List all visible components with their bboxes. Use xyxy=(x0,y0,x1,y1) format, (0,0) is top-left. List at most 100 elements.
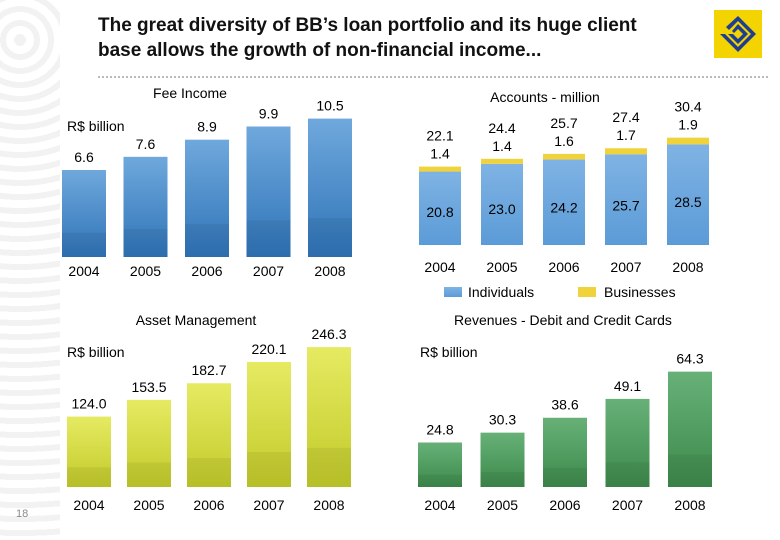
cards-title: Revenues - Debit and Credit Cards xyxy=(454,312,672,328)
fee-bars-bar-shade-2006 xyxy=(185,224,229,257)
cards-bars-value-label-2004: 24.8 xyxy=(426,422,453,438)
fee-bars-bar-2008 xyxy=(308,118,352,257)
fee-bars-year-2005: 2005 xyxy=(130,263,161,279)
accounts-year-2006: 2006 xyxy=(548,259,579,275)
asset-bars-bar-shade-2005 xyxy=(127,462,171,487)
accounts-individuals-bar-2005 xyxy=(481,163,523,245)
asset-bars-year-2005: 2005 xyxy=(133,497,164,513)
fee-title: Fee Income xyxy=(153,85,227,101)
accounts-total-label-2005: 24.4 xyxy=(488,120,515,136)
accounts-individuals-bar-2007 xyxy=(605,154,647,245)
accounts-individuals-bar-2004 xyxy=(419,171,461,245)
fee-bars-bar-shade-2004 xyxy=(62,232,106,257)
accounts-businesses-label-2005: 1.4 xyxy=(492,138,512,154)
fee-bars-value-label-2007: 9.9 xyxy=(259,106,279,122)
fee-bars-year-2006: 2006 xyxy=(191,263,222,279)
fee-bars-bar-2005 xyxy=(123,156,168,257)
accounts-individuals-bar-2006 xyxy=(543,159,585,245)
page-number: 18 xyxy=(16,508,29,520)
accounts-year-2004: 2004 xyxy=(424,259,455,275)
cards-bars-year-2007: 2007 xyxy=(612,497,643,513)
asset-bars-year-2006: 2006 xyxy=(193,497,224,513)
cards-unit-label: R$ billion xyxy=(420,344,478,360)
accounts-total-label-2006: 25.7 xyxy=(550,115,577,131)
accounts-individuals-label-2004: 20.8 xyxy=(426,204,453,220)
cards-bars-year-2006: 2006 xyxy=(549,497,580,513)
asset-bars-value-label-2005: 153.5 xyxy=(131,379,166,395)
accounts-individuals-label-2006: 24.2 xyxy=(550,200,577,216)
accounts-total-label-2008: 30.4 xyxy=(674,99,701,115)
accounts-individuals-label-2005: 23.0 xyxy=(488,201,515,217)
accounts-businesses-label-2004: 1.4 xyxy=(430,146,450,162)
accounts-businesses-bar-2005 xyxy=(481,158,523,164)
cards-bars-bar-shade-2008 xyxy=(668,454,712,487)
asset-bars-bar-2004 xyxy=(67,416,111,487)
asset-bars-bar-shade-2008 xyxy=(307,447,351,487)
accounts-year-2008: 2008 xyxy=(672,259,703,275)
title-line-1: The great diversity of BB’s loan portfol… xyxy=(98,15,637,36)
asset-bars-bar-2008 xyxy=(307,347,351,487)
accounts-year-2005: 2005 xyxy=(486,259,517,275)
accounts-businesses-bar-2004 xyxy=(419,166,461,172)
cards-bars-year-2005: 2005 xyxy=(487,497,518,513)
cards-bars-value-label-2008: 64.3 xyxy=(676,351,703,367)
accounts-individuals-label-2008: 28.5 xyxy=(674,194,701,210)
asset-unit-label: R$ billion xyxy=(67,344,125,360)
bank-logo-icon xyxy=(720,16,756,52)
cards-bars-value-label-2007: 49.1 xyxy=(614,378,641,394)
accounts-year-2007: 2007 xyxy=(610,259,641,275)
accounts-title: Accounts - million xyxy=(490,89,600,105)
accounts-individuals-bar-2008 xyxy=(667,144,709,245)
fee-bars-year-2004: 2004 xyxy=(68,263,99,279)
cards-bars: 24.8 2004 30.3 2005 38.6 2006 49.1 2007 64.3 2008 xyxy=(418,351,712,513)
title-divider xyxy=(98,76,768,78)
accounts-businesses-bar-2006 xyxy=(543,153,585,160)
fee-bars-value-label-2006: 8.9 xyxy=(197,119,217,135)
cards-bars-year-2008: 2008 xyxy=(674,497,705,513)
page-title: The great diversity of BB’s loan portfol… xyxy=(98,13,698,63)
cards-bars-value-label-2006: 38.6 xyxy=(551,397,578,413)
fee-bars-bar-shade-2007 xyxy=(246,220,291,257)
cards-bars-bar-2004 xyxy=(418,442,462,487)
asset-bars-bar-shade-2006 xyxy=(187,457,231,487)
decorative-pattern xyxy=(0,0,60,540)
asset-bars-bar-shade-2004 xyxy=(67,467,111,487)
fee-bars-bar-2007 xyxy=(246,126,291,257)
accounts-total-label-2004: 22.1 xyxy=(426,128,453,144)
accounts-total-label-2007: 27.4 xyxy=(612,109,639,125)
legend-businesses-swatch xyxy=(578,287,596,297)
asset-bars-value-label-2006: 182.7 xyxy=(191,362,226,378)
cards-bars-bar-shade-2007 xyxy=(605,462,650,487)
accounts-businesses-bar-2007 xyxy=(605,148,647,155)
fee-bars-value-label-2004: 6.6 xyxy=(74,149,94,165)
accounts-individuals-label-2007: 25.7 xyxy=(612,198,639,214)
fee-bars-bar-2004 xyxy=(62,170,106,257)
asset-bars-year-2008: 2008 xyxy=(313,497,344,513)
accounts-bars: 20.8 1.4 22.1 2004 23.0 1.4 24.4 2005 24.2 1.6 25.… xyxy=(419,99,709,275)
fee-bars-year-2007: 2007 xyxy=(253,263,284,279)
fee-bars-value-label-2005: 7.6 xyxy=(136,136,156,152)
accounts-businesses-label-2008: 1.9 xyxy=(678,117,698,133)
fee-bars-bar-2006 xyxy=(185,139,229,257)
legend-individuals: Individuals xyxy=(468,284,534,300)
legend-individuals-swatch xyxy=(444,287,462,297)
asset-title: Asset Management xyxy=(136,312,257,328)
asset-bars-bar-2006 xyxy=(187,383,231,487)
cards-bars-year-2004: 2004 xyxy=(424,497,455,513)
legend-businesses: Businesses xyxy=(604,284,676,300)
asset-bars-bar-2005 xyxy=(127,399,171,487)
cards-bars-bar-2007 xyxy=(605,398,650,487)
accounts-businesses-bar-2008 xyxy=(667,137,709,145)
fee-bars: 6.6 2004 7.6 2005 8.9 2006 9.9 2007 10.5 2008 xyxy=(62,98,352,279)
asset-bars-bar-shade-2007 xyxy=(247,451,291,487)
cards-bars-bar-shade-2004 xyxy=(418,474,462,487)
cards-bars-value-label-2005: 30.3 xyxy=(489,412,516,428)
fee-unit-label: R$ billion xyxy=(67,118,125,134)
asset-bars-year-2004: 2004 xyxy=(73,497,104,513)
cards-bars-bar-shade-2006 xyxy=(543,467,587,487)
fee-bars-value-label-2008: 10.5 xyxy=(316,98,343,114)
fee-bars-bar-shade-2005 xyxy=(123,228,168,257)
fee-bars-year-2008: 2008 xyxy=(314,263,345,279)
cards-bars-bar-shade-2005 xyxy=(480,471,525,487)
